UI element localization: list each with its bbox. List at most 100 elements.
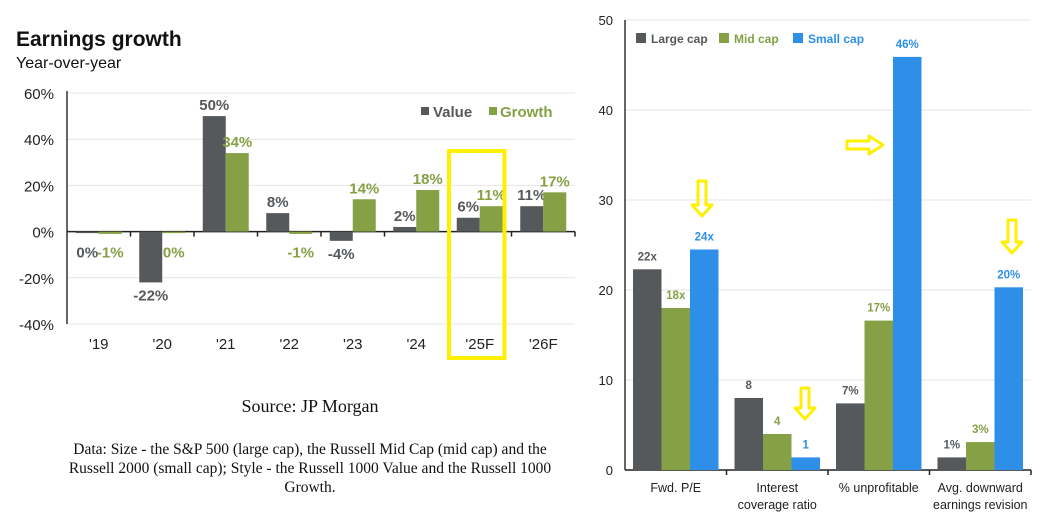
legend-swatch	[636, 33, 646, 43]
y-tick-label: 30	[599, 193, 613, 208]
source-caption: Source: JP Morgan	[241, 396, 379, 416]
data-label: 8	[746, 380, 753, 392]
x-tick-label: % unprofitable	[839, 481, 919, 495]
legend-swatch	[793, 33, 803, 43]
x-tick-label: coverage ratio	[738, 498, 817, 512]
data-label: -1%	[97, 245, 124, 262]
data-label: 34%	[222, 134, 252, 151]
bar-large-cap	[734, 398, 763, 470]
x-tick-label: '23	[343, 336, 363, 353]
arrow-right-icon	[845, 134, 885, 156]
data-label: 18x	[666, 290, 686, 302]
bar-value	[139, 231, 163, 283]
data-label: 7%	[842, 385, 859, 397]
bar-value	[329, 231, 353, 241]
legend-label: Large cap	[651, 32, 708, 46]
data-label: 46%	[896, 39, 919, 51]
data-label: 24x	[695, 232, 715, 244]
data-label: 18%	[413, 171, 443, 188]
bar-growth	[162, 231, 186, 234]
bar-growth	[352, 199, 376, 232]
data-label: 20%	[997, 269, 1020, 281]
bar-growth	[543, 192, 567, 232]
data-label: 8%	[267, 194, 289, 211]
bar-large-cap	[836, 403, 865, 470]
x-tick-label: Fwd. P/E	[650, 481, 701, 495]
data-label: 17%	[867, 303, 890, 315]
left-chart-title: Earnings growth	[16, 28, 182, 51]
x-tick-label: '22	[279, 336, 299, 353]
bar-value	[202, 116, 226, 232]
bar-growth	[225, 153, 249, 232]
bar-value	[456, 217, 480, 232]
legend-label: Small cap	[808, 32, 864, 46]
bar-small-cap	[690, 249, 719, 470]
bar-growth	[479, 206, 503, 232]
bar-mid-cap	[763, 434, 792, 470]
bar-growth	[98, 231, 122, 234]
data-label: 22x	[638, 251, 658, 263]
bar-value	[393, 226, 417, 232]
data-label: -4%	[328, 246, 355, 263]
data-label: 1	[803, 439, 810, 451]
data-label: -1%	[287, 245, 314, 262]
y-tick-label: 20	[599, 283, 613, 298]
data-label: 17%	[540, 173, 570, 190]
x-tick-label: '25F	[465, 336, 494, 353]
legend-label: Mid cap	[734, 32, 779, 46]
legend-swatch-value	[421, 107, 429, 115]
arrow-down-icon	[1000, 218, 1024, 255]
data-label: 0%	[76, 245, 98, 262]
arrow-down-icon	[690, 179, 714, 218]
legend-label-value: Value	[433, 104, 472, 121]
y-tick-label: 0	[606, 463, 613, 478]
x-tick-label: earnings revision	[933, 498, 1028, 512]
x-tick-label: '21	[216, 336, 236, 353]
bar-growth	[289, 231, 313, 234]
y-tick-label: -40%	[19, 317, 54, 334]
bar-value	[520, 206, 544, 232]
x-tick-label: '19	[89, 336, 109, 353]
legend-swatch-growth	[489, 107, 497, 115]
bar-mid-cap	[864, 320, 893, 470]
data-label: 6%	[457, 199, 479, 216]
earnings-growth-chart: -40%-20%0%20%40%60%'190%-1%'20-22%0%'215…	[19, 86, 576, 360]
legend-swatch	[719, 33, 729, 43]
data-label: 14%	[349, 180, 379, 197]
data-label: 0%	[163, 245, 185, 262]
x-tick-label: '24	[406, 336, 426, 353]
legend-label-growth: Growth	[500, 104, 553, 121]
data-label: 11%	[517, 187, 546, 204]
bar-large-cap	[633, 269, 662, 470]
x-tick-label: '20	[152, 336, 172, 353]
arrow-down-icon	[793, 386, 817, 421]
bar-growth	[416, 190, 440, 232]
x-tick-label: Avg. downward	[938, 481, 1023, 495]
data-label: 2%	[394, 208, 416, 225]
highlight-box	[447, 149, 507, 360]
y-tick-label: 60%	[24, 86, 54, 103]
bar-small-cap	[994, 287, 1023, 470]
y-tick-label: 20%	[24, 178, 54, 195]
y-tick-label: 10	[599, 373, 613, 388]
x-tick-label: Interest	[756, 481, 798, 495]
data-note: Data: Size - the S&P 500 (large cap), th…	[68, 441, 552, 496]
y-tick-label: 50	[599, 13, 613, 28]
data-label: 4	[774, 416, 781, 428]
bar-large-cap	[937, 457, 966, 470]
bar-mid-cap	[966, 442, 995, 470]
data-label: 11%	[477, 187, 506, 204]
y-tick-label: 0%	[32, 225, 54, 242]
data-label: 50%	[199, 97, 229, 114]
y-tick-label: 40%	[24, 132, 54, 149]
bar-value	[75, 231, 99, 234]
bar-small-cap	[791, 457, 820, 470]
y-tick-label: 40	[599, 103, 613, 118]
data-label: 3%	[972, 424, 989, 436]
left-chart-subtitle: Year-over-year	[16, 55, 122, 72]
bar-value	[266, 213, 290, 232]
x-tick-label: '26F	[529, 336, 558, 353]
bar-small-cap	[893, 56, 922, 471]
y-tick-label: -20%	[19, 271, 54, 288]
